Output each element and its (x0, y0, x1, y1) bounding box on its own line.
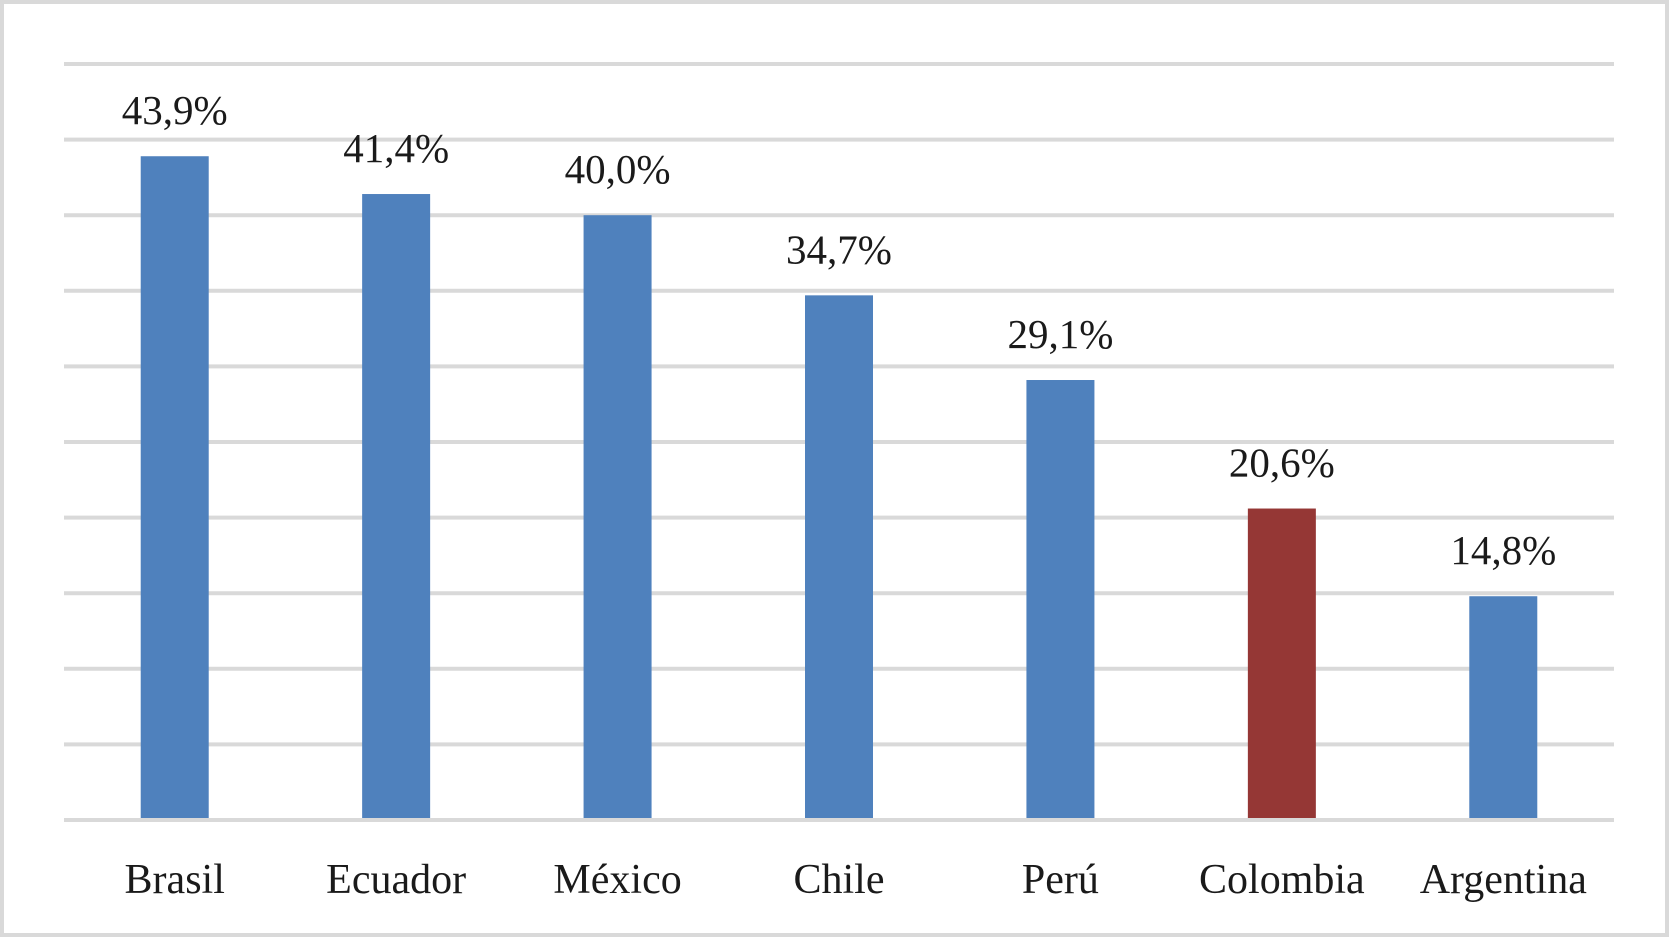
bar-mexico (583, 215, 652, 818)
category-label: Ecuador (326, 857, 466, 903)
data-label: 14,8% (1450, 527, 1556, 573)
bar-chart: 43,9% 41,4% 40,0% 34,7% 29,1% 20,6% 14,8% Bras… (64, 62, 1614, 903)
bar-brasil (140, 156, 209, 818)
category-label: Argentina (1420, 857, 1588, 903)
data-label: 43,9% (122, 87, 228, 133)
bar-argentina (1469, 596, 1538, 818)
bar-colombia (1247, 508, 1316, 818)
data-label: 40,0% (565, 146, 671, 192)
data-label: 34,7% (786, 226, 892, 272)
data-label: 20,6% (1229, 440, 1335, 486)
category-label: Colombia (1199, 857, 1365, 903)
category-label: México (553, 857, 681, 903)
bar-chile (805, 295, 873, 818)
data-label: 41,4% (343, 125, 449, 171)
data-labels: 43,9% 41,4% 40,0% 34,7% 29,1% 20,6% 14,8% (122, 87, 1556, 573)
category-label: Chile (794, 857, 885, 903)
category-label: Brasil (125, 857, 225, 903)
category-labels: Brasil Ecuador México Chile Perú Colombia Arge… (125, 857, 1588, 903)
bars (140, 156, 1538, 819)
bar-peru (1026, 380, 1095, 818)
data-label: 29,1% (1007, 311, 1113, 357)
bar-ecuador (362, 194, 431, 819)
category-label: Perú (1022, 857, 1099, 903)
